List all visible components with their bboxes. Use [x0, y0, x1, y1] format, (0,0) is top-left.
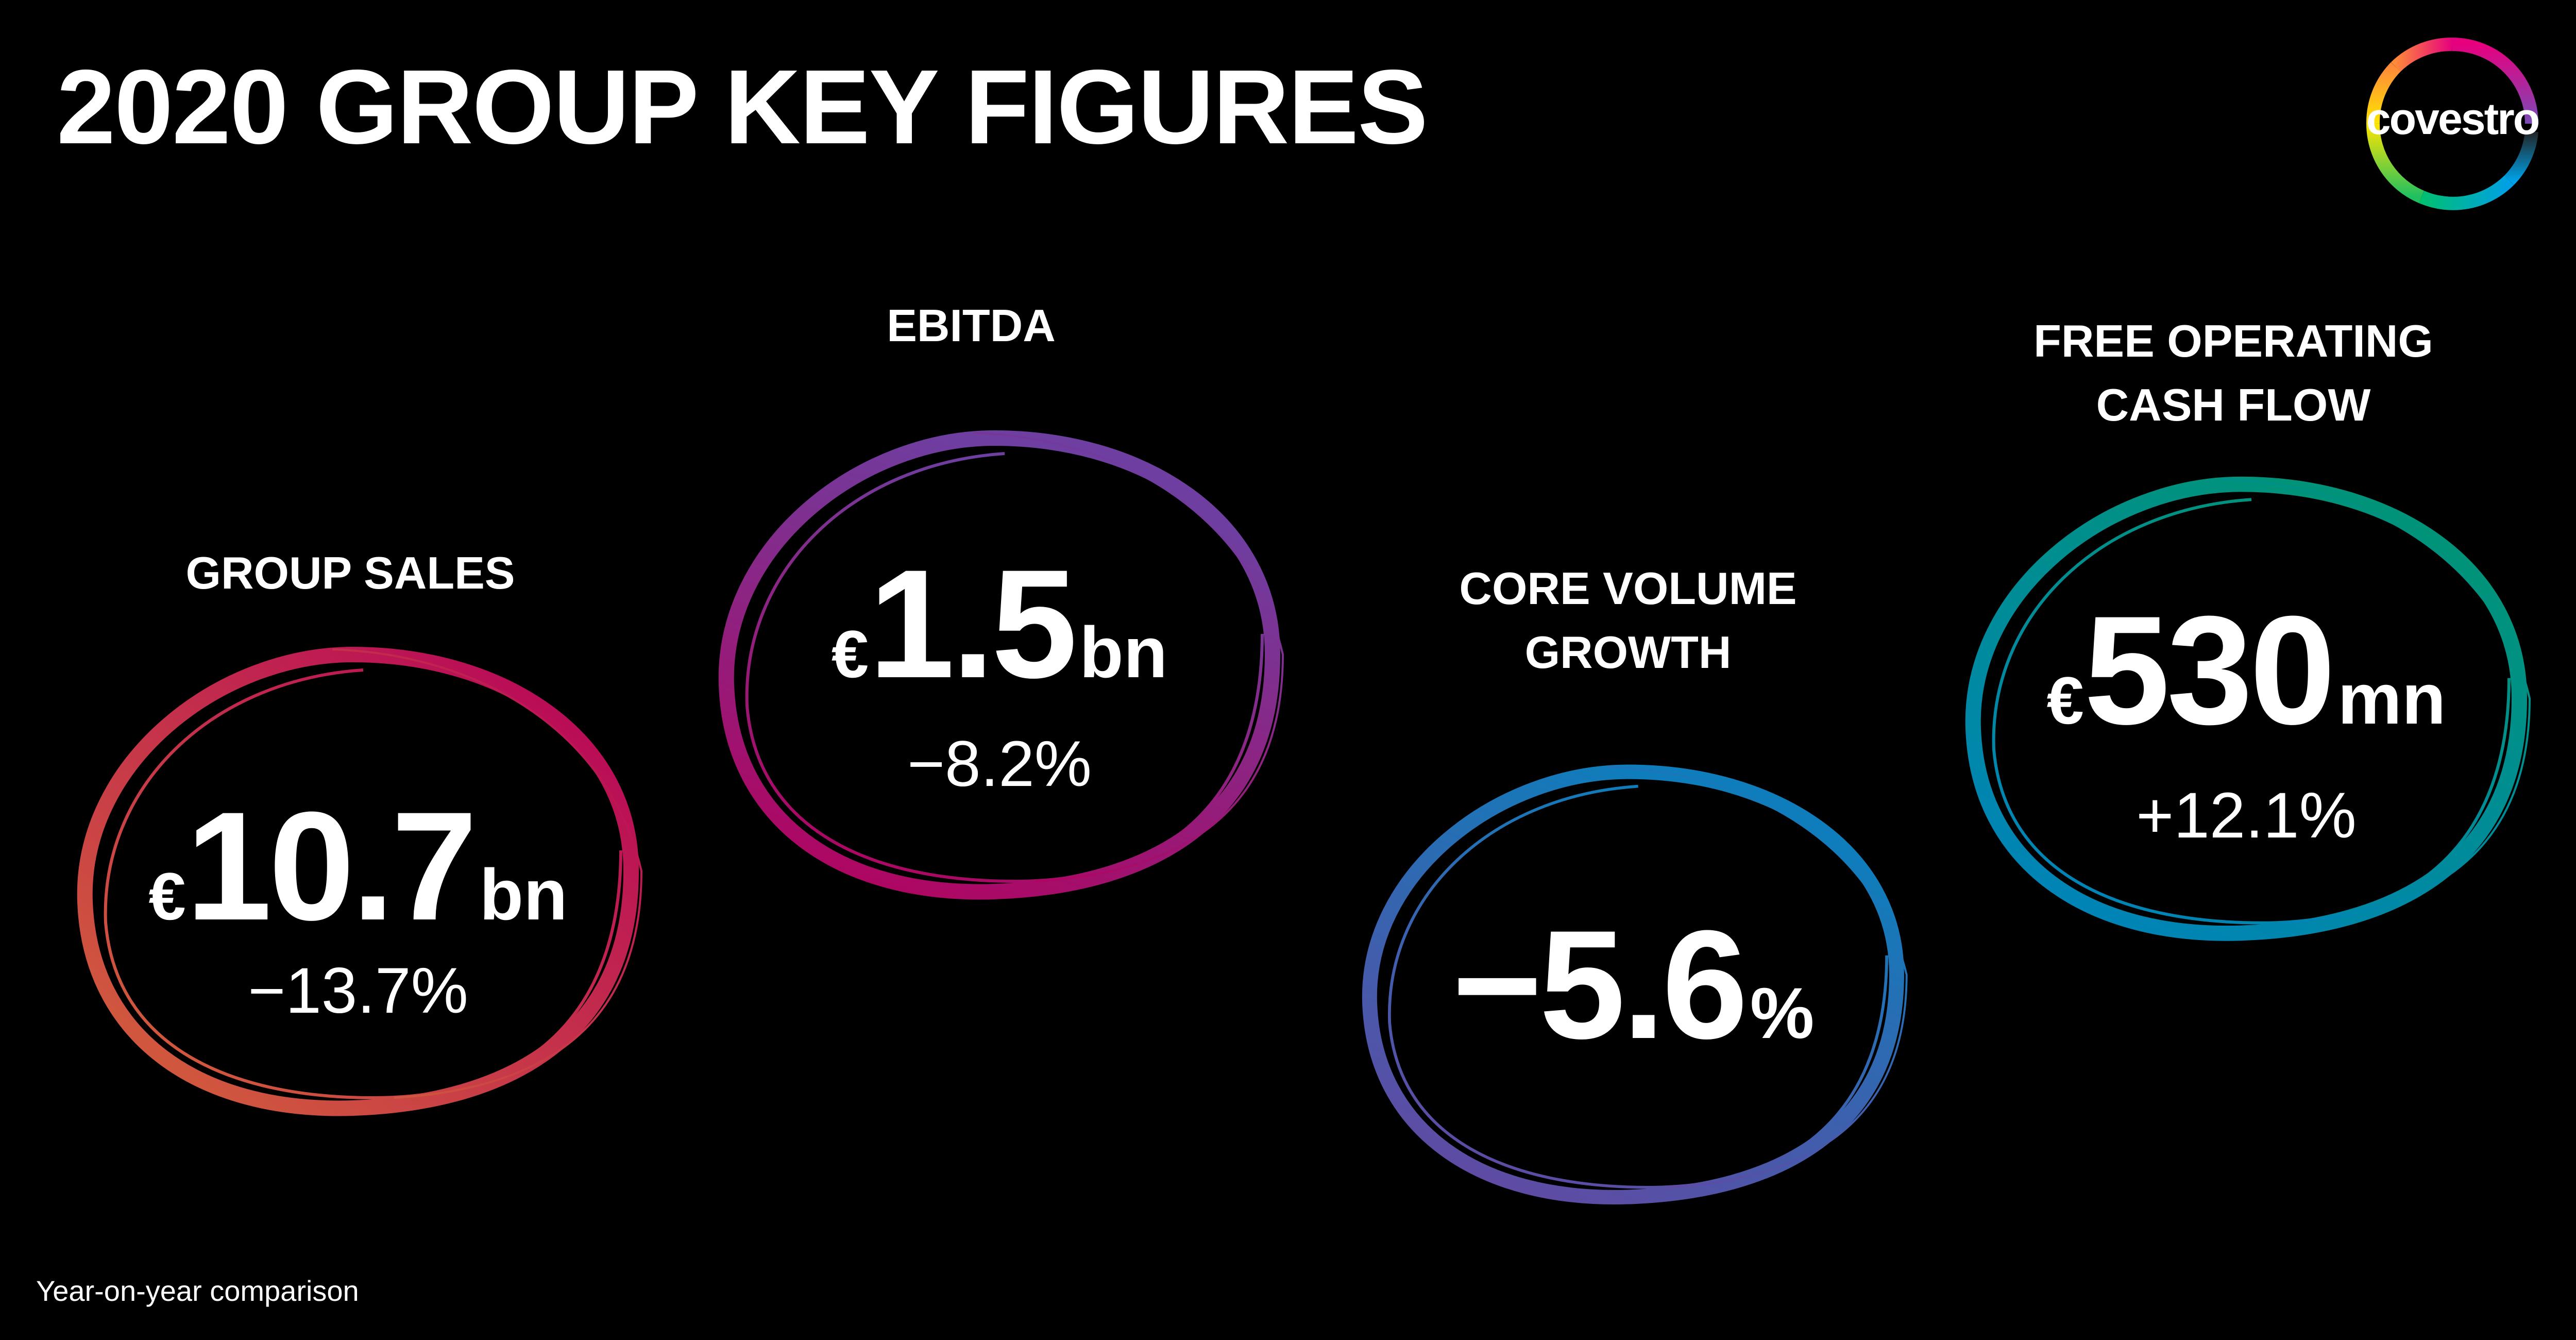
kpi-value-core-volume-growth: −5.6% — [1452, 898, 1815, 1071]
kpi-change-free-operating-cash-flow: +12.1% — [2136, 780, 2357, 851]
kpi-label-core-volume-growth: CORE VOLUME GROWTH — [1459, 563, 1797, 678]
logo-wordmark: covestro — [2366, 94, 2540, 144]
scribble-circle-icon — [718, 430, 1284, 900]
kpi-value-group-sales: €10.7bn — [148, 779, 568, 952]
kpi-card-free-operating-cash-flow: €530mn +12.1% — [1953, 464, 2540, 953]
kpi-value-ebitda: €1.5bn — [831, 537, 1168, 710]
kpi-card-group-sales: €10.7bn −13.7% — [64, 634, 652, 1129]
logo-ring-icon — [2366, 37, 2538, 210]
page-title: 2020 GROUP KEY FIGURES — [57, 48, 1428, 166]
scribble-circle-icon — [1362, 764, 1908, 1204]
scribble-circle-icon — [77, 646, 643, 1116]
kpi-label-free-operating-cash-flow: FREE OPERATING CASH FLOW — [2033, 315, 2433, 430]
kpi-card-core-volume-growth: −5.6% — [1350, 752, 1917, 1216]
kpi-change-group-sales: −13.7% — [248, 955, 468, 1027]
kpi-change-ebitda: −8.2% — [907, 728, 1092, 800]
kpi-label-ebitda: EBITDA — [887, 300, 1056, 351]
kpi-label-group-sales: GROUP SALES — [185, 547, 515, 598]
footnote: Year-on-year comparison — [36, 1275, 359, 1307]
kpi-value-free-operating-cash-flow: €530mn — [2046, 583, 2446, 757]
covestro-logo: covestro — [2365, 36, 2540, 211]
scribble-circle-icon — [1965, 476, 2531, 941]
kpi-card-ebitda: €1.5bn −8.2% — [706, 417, 1293, 912]
